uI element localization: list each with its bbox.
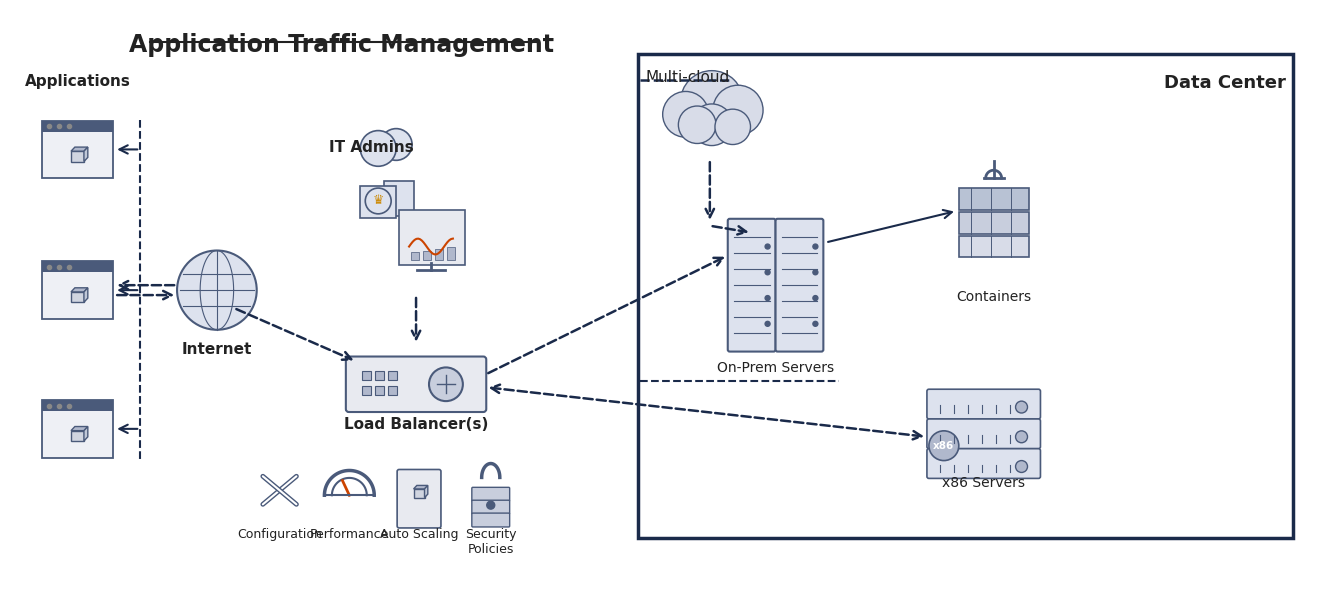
Circle shape [813,244,818,249]
Bar [42,400,114,411]
Bar [639,54,1293,538]
Circle shape [765,270,770,274]
Text: Performance: Performance [309,528,390,541]
Circle shape [765,244,770,249]
Circle shape [428,367,463,401]
Circle shape [679,106,716,143]
Bar [959,235,1028,257]
Circle shape [487,501,494,509]
Circle shape [360,131,396,167]
Circle shape [715,109,751,145]
FancyBboxPatch shape [728,219,775,351]
Circle shape [813,321,818,326]
Polygon shape [84,147,88,162]
Bar [42,262,114,319]
Circle shape [765,321,770,326]
Text: ♛: ♛ [372,195,384,207]
Bar [447,246,455,260]
Polygon shape [424,486,427,498]
Bar [959,188,1028,210]
Circle shape [680,71,743,133]
FancyBboxPatch shape [471,500,510,514]
Text: Auto Scaling: Auto Scaling [380,528,458,541]
Circle shape [663,92,708,137]
Text: Configuration: Configuration [237,528,323,541]
Circle shape [691,104,732,146]
Text: Load Balancer(s): Load Balancer(s) [344,417,489,432]
Circle shape [765,296,770,301]
FancyBboxPatch shape [927,389,1040,419]
FancyBboxPatch shape [345,356,486,412]
Polygon shape [384,181,414,216]
FancyBboxPatch shape [471,513,510,527]
Polygon shape [71,292,84,302]
Bar [388,371,398,380]
Bar [363,386,371,395]
Text: Internet: Internet [182,342,252,357]
Polygon shape [71,147,88,151]
Text: Security
Policies: Security Policies [465,528,517,556]
Circle shape [1015,401,1027,413]
Circle shape [929,431,959,461]
FancyBboxPatch shape [471,487,510,501]
Bar [375,386,384,395]
Bar [42,121,114,132]
Circle shape [177,251,257,330]
Text: Data Center: Data Center [1164,74,1285,92]
Circle shape [1015,461,1027,473]
Polygon shape [71,288,88,292]
Bar [388,386,398,395]
Text: x86 Servers: x86 Servers [943,476,1026,490]
Circle shape [712,85,763,135]
FancyBboxPatch shape [398,470,441,528]
Bar [363,371,371,380]
Bar [42,121,114,178]
FancyBboxPatch shape [399,210,465,265]
Bar [435,248,443,260]
FancyBboxPatch shape [927,449,1040,478]
Circle shape [366,188,391,214]
Bar [423,251,431,260]
Bar [42,262,114,272]
Polygon shape [84,288,88,302]
Text: Applications: Applications [24,74,131,89]
Polygon shape [71,151,84,162]
Text: On-Prem Servers: On-Prem Servers [716,362,834,376]
Bar [411,253,419,260]
Bar [42,400,114,458]
Polygon shape [360,186,396,218]
FancyBboxPatch shape [927,419,1040,449]
Polygon shape [414,486,427,489]
Polygon shape [71,431,84,441]
Circle shape [380,129,412,160]
Text: Containers: Containers [956,290,1031,304]
Circle shape [1015,431,1027,443]
Circle shape [813,270,818,274]
Polygon shape [84,426,88,441]
FancyBboxPatch shape [775,219,823,351]
Text: IT Admins: IT Admins [329,140,414,154]
Polygon shape [71,426,88,431]
Bar [959,212,1028,234]
Polygon shape [414,489,424,498]
Bar [375,371,384,380]
Circle shape [813,296,818,301]
Text: x86: x86 [933,440,955,451]
Text: Application Traffic Management: Application Traffic Management [129,32,554,57]
Text: Multi-cloud: Multi-cloud [645,70,730,85]
